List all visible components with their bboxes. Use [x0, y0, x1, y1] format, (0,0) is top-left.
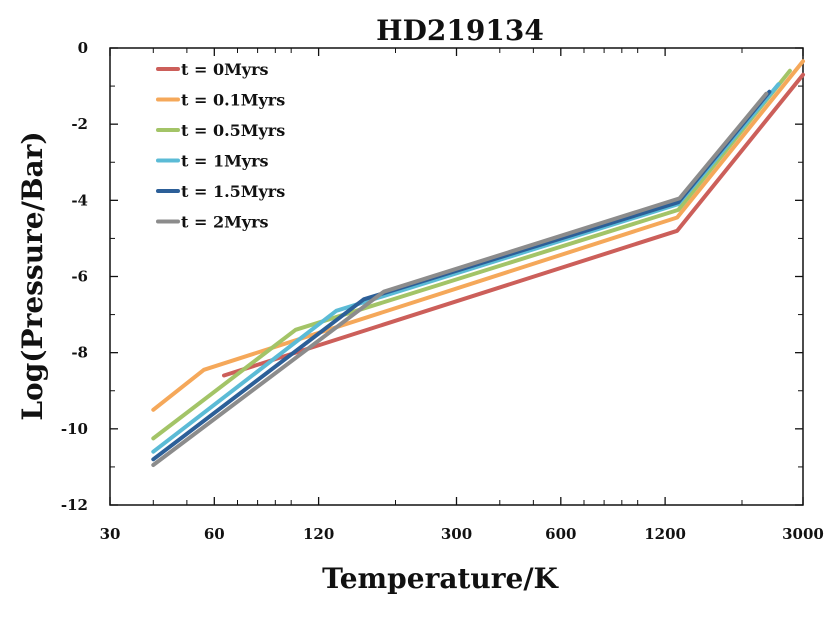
x-tick-label: 3000 — [782, 525, 824, 543]
legend-label-2: t = 0.5Myrs — [181, 121, 285, 140]
series-line-4 — [151, 89, 772, 462]
x-tick-label: 1200 — [644, 525, 686, 543]
x-tick-label: 120 — [303, 525, 334, 543]
legend-label-1: t = 0.1Myrs — [181, 91, 285, 110]
series-layer — [151, 59, 805, 467]
y-tick-label: -2 — [71, 115, 88, 133]
y-tick-label: -6 — [71, 268, 88, 286]
ticks-layer: 0 -2 -4 -6 -8 -10 -12 30 60 120 300 600 1200 3000 — [61, 39, 824, 543]
plot-frame — [109, 47, 804, 506]
y-tick-label: -8 — [71, 344, 88, 362]
x-axis-title: Temperature/K — [322, 562, 559, 595]
chart-title: HD219134 — [376, 14, 544, 47]
legend: t = 0Myrs t = 0.1Myrs t = 0.5Myrs t = 1Myrs… — [156, 60, 285, 232]
x-tick-label: 60 — [204, 525, 225, 543]
y-tick-label: -4 — [71, 191, 88, 209]
series-line-0 — [222, 72, 805, 378]
x-tick-label: 30 — [100, 525, 121, 543]
x-tick-label: 600 — [545, 525, 576, 543]
series-line-1 — [151, 59, 805, 412]
legend-label-3: t = 1Myrs — [181, 152, 269, 171]
y-tick-label: -10 — [61, 420, 88, 438]
y-axis-title: Log(Pressure/Bar) — [16, 131, 49, 420]
series-line-5 — [151, 91, 769, 467]
legend-label-4: t = 1.5Myrs — [181, 182, 285, 201]
legend-label-5: t = 2Myrs — [181, 213, 269, 232]
y-tick-label: -12 — [61, 496, 88, 514]
legend-label-0: t = 0Myrs — [181, 60, 269, 79]
x-tick-label: 300 — [441, 525, 472, 543]
y-tick-label: 0 — [78, 39, 88, 57]
